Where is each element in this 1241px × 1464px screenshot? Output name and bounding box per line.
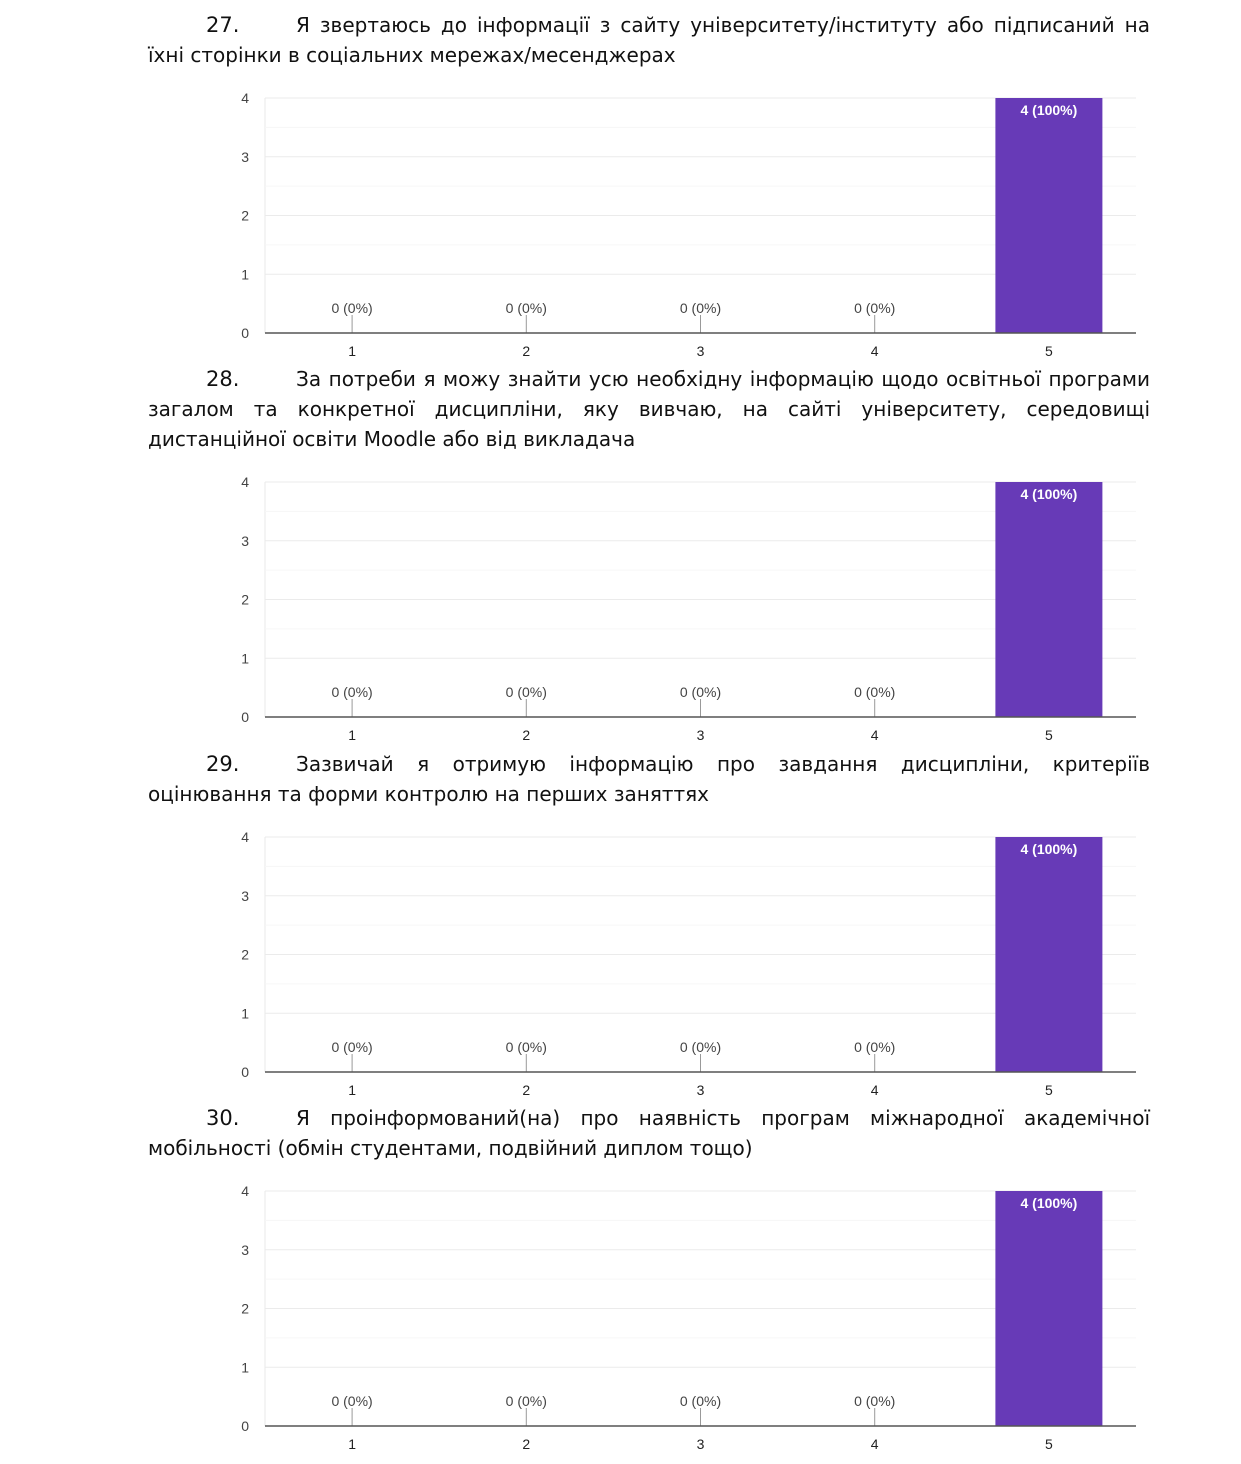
y-tick-label: 3 [241, 149, 249, 165]
question-30: 30. Я проінформований(на) про наявність п… [148, 1106, 1150, 1160]
bar [995, 98, 1103, 333]
y-tick-label: 1 [241, 1005, 249, 1021]
x-tick-label: 4 [871, 1436, 879, 1452]
data-label: 0 (0%) [680, 684, 721, 700]
x-tick-label: 5 [1045, 1082, 1053, 1098]
chart-29: 0 1 2 3 4 0 (0%) 1 0 (0%) 2 0 (0%) 3 0 (0%) 4 4 (100%… [241, 829, 1136, 1098]
y-tick-label: 3 [241, 888, 249, 904]
data-label: 4 (100%) [1020, 102, 1077, 118]
data-label: 4 (100%) [1020, 841, 1077, 857]
data-label: 4 (100%) [1020, 486, 1077, 502]
data-label: 0 (0%) [331, 684, 372, 700]
x-tick-label: 5 [1045, 343, 1053, 359]
question-27: 27. Я звертаюсь до інформації з сайту уні… [148, 13, 1150, 67]
y-tick-label: 0 [241, 1418, 249, 1434]
chart-28: 0 1 2 3 4 0 (0%) 1 0 (0%) 2 0 (0%) 3 0 (0%) 4 4 (100%… [241, 474, 1136, 743]
y-tick-label: 0 [241, 1064, 249, 1080]
data-label: 0 (0%) [506, 684, 547, 700]
data-label: 0 (0%) [854, 1393, 895, 1409]
data-label: 0 (0%) [506, 300, 547, 316]
data-label: 0 (0%) [680, 1039, 721, 1055]
x-tick-label: 2 [522, 727, 530, 743]
y-tick-label: 1 [241, 266, 249, 282]
data-label: 0 (0%) [680, 1393, 721, 1409]
data-label: 0 (0%) [506, 1393, 547, 1409]
y-tick-label: 4 [241, 474, 249, 490]
x-tick-label: 3 [697, 343, 705, 359]
y-tick-label: 4 [241, 90, 249, 106]
y-tick-label: 2 [241, 208, 249, 224]
x-tick-label: 1 [348, 343, 356, 359]
y-tick-label: 2 [241, 947, 249, 963]
data-label: 0 (0%) [331, 1393, 372, 1409]
data-label: 0 (0%) [331, 1039, 372, 1055]
x-tick-label: 5 [1045, 727, 1053, 743]
question-29: 29. Зазвичай я отримую інформацію про зав… [148, 752, 1150, 806]
data-label: 0 (0%) [854, 300, 895, 316]
data-label: 4 (100%) [1020, 1195, 1077, 1211]
y-tick-label: 3 [241, 533, 249, 549]
data-label: 0 (0%) [331, 300, 372, 316]
data-label: 0 (0%) [854, 1039, 895, 1055]
y-tick-label: 0 [241, 709, 249, 725]
y-tick-label: 4 [241, 1183, 249, 1199]
y-tick-label: 2 [241, 1301, 249, 1317]
data-label: 0 (0%) [854, 684, 895, 700]
x-tick-label: 3 [697, 1082, 705, 1098]
question-28: 28. За потреби я можу знайти усю необхідн… [148, 367, 1150, 451]
x-tick-label: 2 [522, 343, 530, 359]
x-tick-label: 1 [348, 1082, 356, 1098]
y-tick-label: 1 [241, 1359, 249, 1375]
bar [995, 1191, 1103, 1426]
x-tick-label: 4 [871, 343, 879, 359]
bar [995, 482, 1103, 717]
x-tick-label: 3 [697, 1436, 705, 1452]
bar [995, 837, 1103, 1072]
x-tick-label: 5 [1045, 1436, 1053, 1452]
y-tick-label: 2 [241, 592, 249, 608]
y-tick-label: 3 [241, 1242, 249, 1258]
y-tick-label: 0 [241, 325, 249, 341]
x-tick-label: 4 [871, 727, 879, 743]
y-tick-label: 1 [241, 650, 249, 666]
x-tick-label: 4 [871, 1082, 879, 1098]
data-label: 0 (0%) [680, 300, 721, 316]
data-label: 0 (0%) [506, 1039, 547, 1055]
x-tick-label: 2 [522, 1436, 530, 1452]
x-tick-label: 3 [697, 727, 705, 743]
x-tick-label: 1 [348, 727, 356, 743]
x-tick-label: 2 [522, 1082, 530, 1098]
chart-27: 0 1 2 3 4 0 (0%) 1 0 (0%) 2 0 (0%) 3 0 (0%) 4 4 (100%… [241, 90, 1136, 359]
x-tick-label: 1 [348, 1436, 356, 1452]
y-tick-label: 4 [241, 829, 249, 845]
chart-30: 0 1 2 3 4 0 (0%) 1 0 (0%) 2 0 (0%) 3 0 (0%) 4 4 (100%… [241, 1183, 1136, 1452]
